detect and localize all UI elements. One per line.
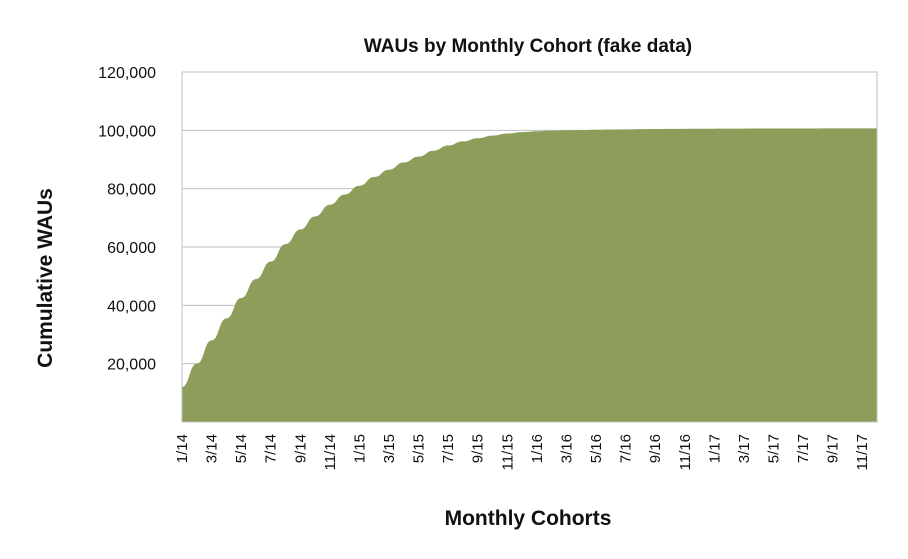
- x-tick-label: 7/16: [618, 434, 635, 463]
- y-tick-label: 100,000: [98, 123, 156, 140]
- y-axis-label: Cumulative WAUs: [34, 188, 57, 368]
- x-tick-label: 7/14: [263, 434, 280, 463]
- y-tick-label: 120,000: [98, 65, 156, 82]
- plot-frame: [181, 71, 878, 423]
- x-tick-label: 9/16: [647, 434, 664, 463]
- x-tick-label: 1/16: [529, 434, 546, 463]
- x-tick-label: 11/16: [677, 434, 694, 470]
- series-area: [182, 128, 877, 422]
- x-tick-label: 11/15: [499, 434, 516, 470]
- x-tick-label: 3/16: [558, 434, 575, 463]
- x-tick-label: 1/14: [174, 434, 191, 463]
- x-axis-ticks: 1/14 3/14 5/14 7/14 9/14 11/14 1/15 3/15 5/15 7/1…: [174, 434, 871, 470]
- x-tick-label: 3/17: [736, 434, 753, 463]
- y-tick-label: 60,000: [107, 240, 156, 257]
- x-tick-label: 7/15: [440, 434, 457, 463]
- x-tick-label: 3/14: [204, 434, 221, 463]
- x-tick-label: 1/15: [351, 434, 368, 463]
- x-tick-label: 11/17: [854, 434, 871, 470]
- x-tick-label: 9/15: [470, 434, 487, 463]
- x-tick-label: 3/15: [381, 434, 398, 463]
- x-tick-label: 9/14: [292, 434, 309, 463]
- x-tick-label: 5/14: [233, 434, 250, 463]
- x-tick-label: 5/17: [765, 434, 782, 463]
- y-tick-label: 80,000: [107, 182, 156, 199]
- y-tick-label: 20,000: [107, 357, 156, 374]
- chart-title: WAUs by Monthly Cohort (fake data): [364, 36, 692, 57]
- x-tick-label: 7/17: [795, 434, 812, 463]
- x-tick-label: 5/15: [411, 434, 428, 463]
- y-axis-ticks: 20,000 40,000 60,000 80,000 100,000 120,000: [98, 65, 156, 374]
- x-tick-label: 11/14: [322, 434, 339, 470]
- x-tick-label: 1/17: [706, 434, 723, 463]
- x-tick-label: 9/17: [825, 434, 842, 463]
- x-axis-label: Monthly Cohorts: [445, 507, 612, 530]
- x-tick-label: 5/16: [588, 434, 605, 463]
- y-tick-label: 40,000: [107, 298, 156, 315]
